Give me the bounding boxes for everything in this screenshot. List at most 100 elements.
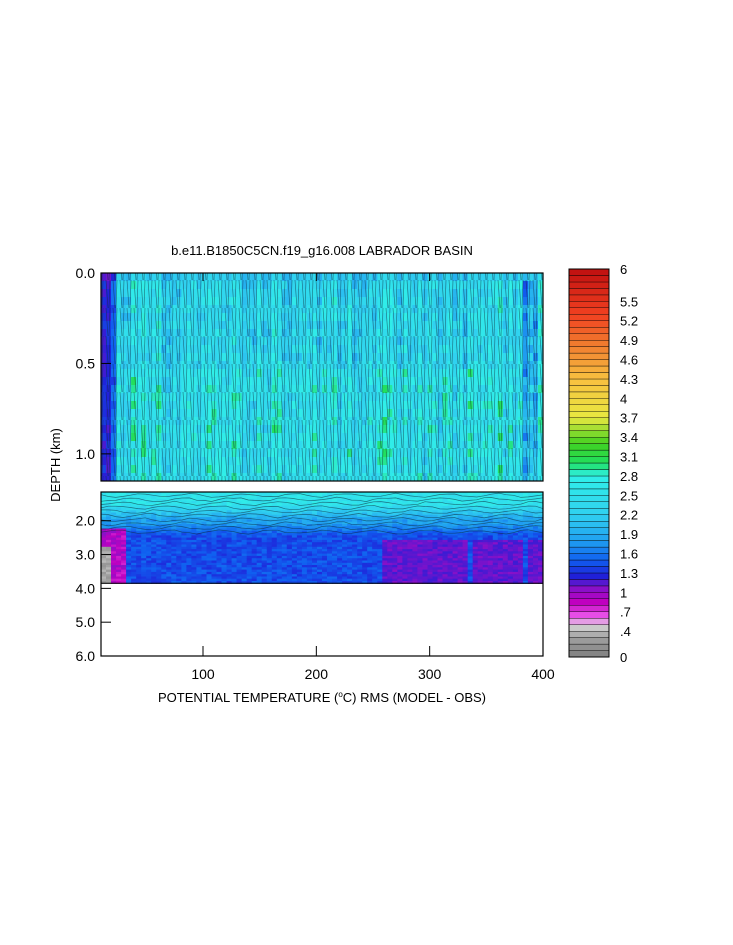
lower-field-cell <box>176 544 182 548</box>
lower-field-cell <box>201 553 208 557</box>
lower-field-cell <box>357 492 363 495</box>
lower-field-cell <box>241 519 248 523</box>
lower-field-cell <box>372 505 378 509</box>
lower-field-cell <box>322 565 328 568</box>
lower-field-cell <box>352 562 358 566</box>
lower-field-cell <box>306 528 313 532</box>
lower-field-cell <box>327 517 333 520</box>
lower-field-cell <box>186 494 192 498</box>
lower-field-cell <box>286 535 293 539</box>
lower-field-cell <box>141 576 147 580</box>
lower-field-cell <box>186 505 192 509</box>
lower-field-cell <box>372 558 378 562</box>
lower-field-cell <box>347 528 353 532</box>
lower-field-cell <box>286 492 293 495</box>
lower-field-cell <box>266 517 273 520</box>
lower-field-cell <box>301 569 308 573</box>
lower-field-cell <box>186 565 192 568</box>
lower-field-cell <box>111 494 117 498</box>
lower-field-cell <box>417 510 423 514</box>
lower-field-cell <box>171 553 177 557</box>
lower-field-cell <box>342 512 348 516</box>
lower-field-cell <box>206 546 213 550</box>
lower-field-cell <box>407 551 413 555</box>
lower-field-cell <box>136 551 142 555</box>
lower-field-cell <box>261 551 268 555</box>
lower-field-cell <box>286 574 293 578</box>
lower-field-cell <box>206 503 213 507</box>
lower-field-cell <box>266 494 273 498</box>
lower-field-cell <box>261 528 268 532</box>
lower-field-cell <box>397 514 403 518</box>
lower-field-cell <box>101 498 107 502</box>
lower-field-cell <box>372 571 378 575</box>
lower-field-cell <box>256 528 263 532</box>
lower-field-cell <box>216 567 223 571</box>
lower-field-cell <box>166 553 172 557</box>
lower-field-cell <box>141 551 147 555</box>
lower-field-cell <box>337 521 343 525</box>
lower-field-cell <box>226 492 233 495</box>
lower-field-cell <box>306 492 313 495</box>
lower-field-cell <box>306 553 313 557</box>
lower-field-cell <box>211 492 218 495</box>
lower-field-cell <box>206 512 213 516</box>
lower-field-cell <box>116 549 122 552</box>
lower-field-cell <box>417 581 423 584</box>
lower-field-cell <box>101 533 107 536</box>
lower-field-cell <box>312 544 318 548</box>
lower-field-cell <box>201 576 208 580</box>
lower-field-cell <box>342 581 348 584</box>
lower-field-cell <box>106 510 112 514</box>
lower-field-cell <box>266 510 273 514</box>
lower-field-cell <box>106 574 112 578</box>
lower-field-cell <box>286 494 293 498</box>
lower-field-cell <box>367 574 373 578</box>
lower-field-cell <box>427 535 434 539</box>
lower-field-cell <box>196 578 202 582</box>
lower-field-cell <box>367 539 373 543</box>
lower-field-cell <box>186 514 192 518</box>
lower-field-cell <box>261 517 268 520</box>
lower-field-cell <box>337 533 343 536</box>
lower-field-cell <box>276 555 283 559</box>
lower-field-cell <box>306 581 313 584</box>
lower-field-cell <box>211 539 218 543</box>
lower-field-cell <box>271 535 278 539</box>
lower-field-cell <box>317 578 323 582</box>
lower-field-cell <box>392 578 398 582</box>
lower-field-cell <box>402 521 408 525</box>
lower-field-cell <box>136 503 142 507</box>
lower-field-cell <box>367 533 373 536</box>
lower-field-cell <box>241 581 248 584</box>
lower-field-cell <box>291 505 298 509</box>
lower-field-cell <box>317 524 323 527</box>
lower-field-cell <box>357 517 363 520</box>
lower-field-cell <box>377 539 383 543</box>
lower-field-cell <box>281 492 288 495</box>
lower-field-cell <box>226 562 233 566</box>
lower-field-cell <box>306 551 313 555</box>
lower-field-cell <box>226 581 233 584</box>
lower-field-cell <box>111 562 117 566</box>
lower-field-cell <box>136 514 142 518</box>
lower-field-cell <box>201 558 208 562</box>
lower-field-cell <box>317 537 323 541</box>
lower-field-cell <box>101 569 107 573</box>
lower-field-cell <box>432 508 439 511</box>
lower-field-cell <box>276 503 283 507</box>
lower-field-cell <box>357 544 363 548</box>
lower-field-cell <box>216 539 223 543</box>
lower-field-cell <box>377 562 383 566</box>
lower-field-cell <box>191 551 197 555</box>
lower-field-cell <box>196 501 202 504</box>
lower-field-cell <box>241 524 248 527</box>
lower-field-cell <box>231 576 238 580</box>
lower-field-cell <box>427 512 434 516</box>
lower-field-cell <box>367 510 373 514</box>
lower-field-cell <box>407 498 413 502</box>
lower-field-cell <box>186 571 192 575</box>
lower-field-cell <box>206 537 213 541</box>
lower-field-cell <box>397 524 403 527</box>
lower-field-cell <box>146 560 152 564</box>
